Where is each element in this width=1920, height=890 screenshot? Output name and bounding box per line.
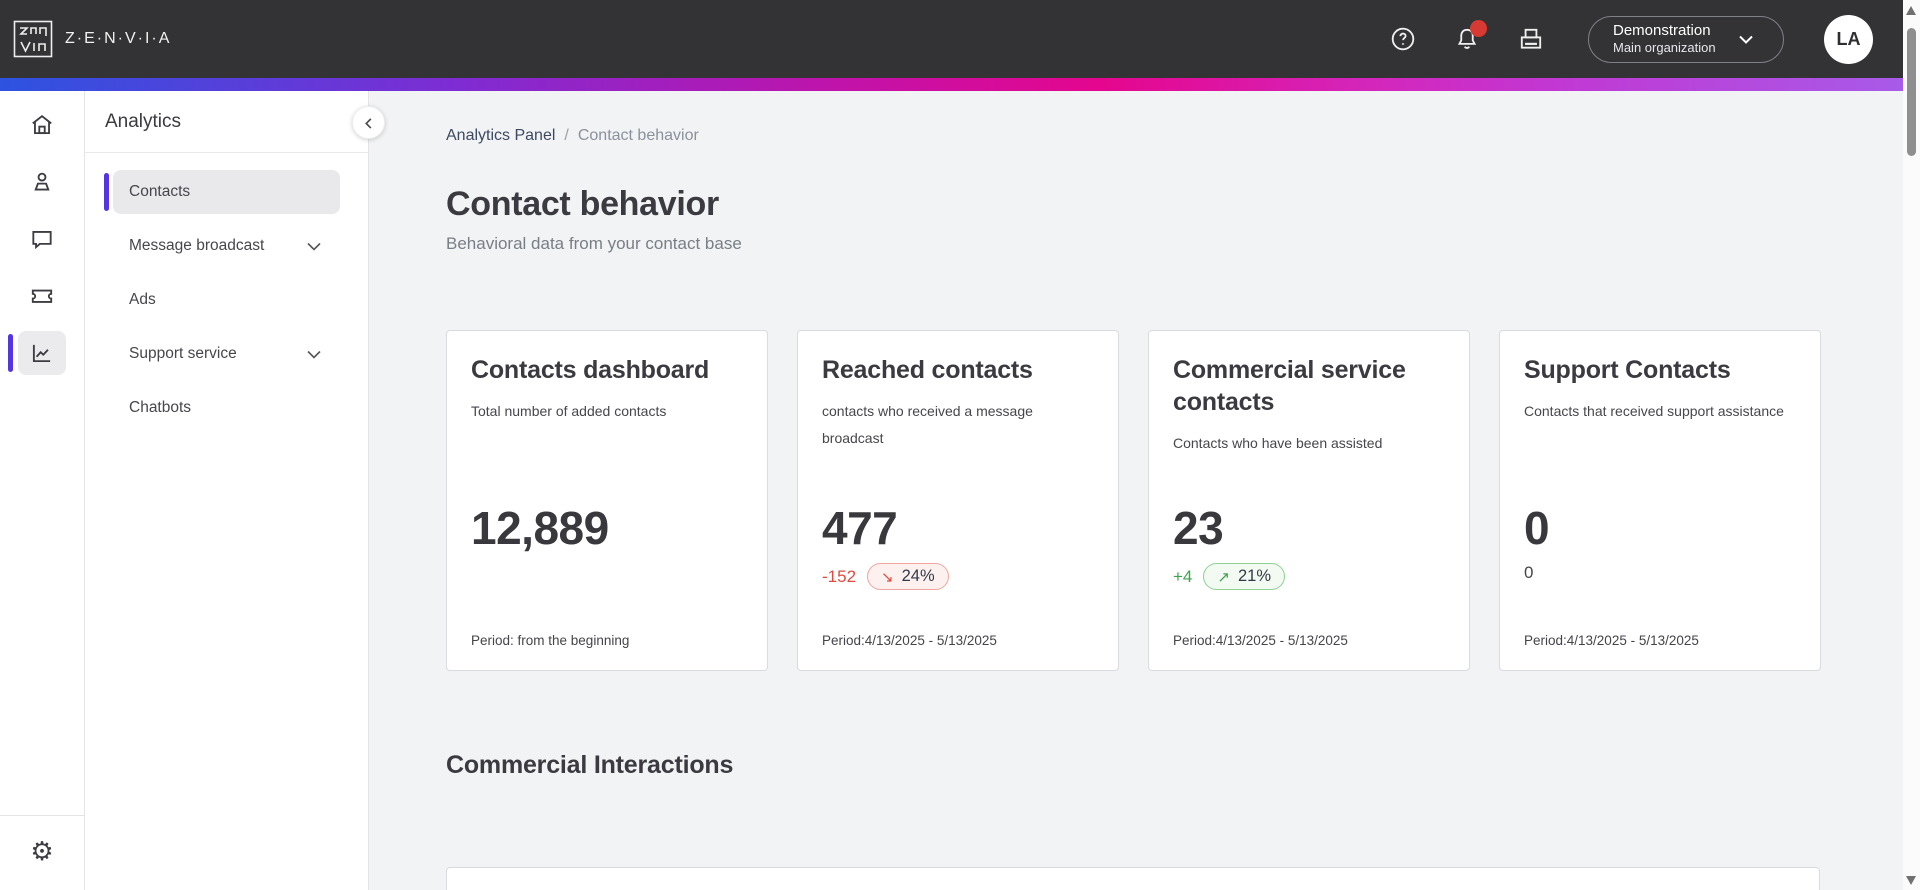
menu-item-label: Contacts [129,183,191,200]
menu-item-label: Message broadcast [129,237,265,254]
chat-bubble-icon [32,231,52,250]
card-period: Period:4/13/2025 - 5/13/2025 [1524,633,1699,648]
trend-up-icon: ↗ [1217,568,1230,586]
delta-row: +4 ↗ 21% [1173,563,1285,590]
card-title: Contacts dashboard [471,356,710,384]
card-reached-contacts: Reached contacts contacts who received a… [797,330,1119,671]
menu-item-message-broadcast[interactable]: Message broadcast [113,224,340,268]
chevron-down-icon [307,242,321,251]
organization-selector[interactable]: Demonstration Main organization [1588,15,1784,63]
settings-gear-icon[interactable]: ⚙ [30,836,54,866]
home-icon [32,114,52,135]
sidebar-item-tickets[interactable] [18,274,66,318]
delta-row: -152 ↘ 24% [822,563,949,590]
trend-percent: 24% [901,567,935,585]
breadcrumb-separator: / [564,127,569,144]
analytics-panel: Analytics Contacts Message broadcast Ads… [85,91,385,890]
scrollbar-thumb[interactable] [1907,28,1916,156]
card-value: 477 [822,502,898,554]
chevron-down-icon [1738,35,1753,44]
sidebar-item-contacts[interactable] [18,160,66,204]
card-contacts-dashboard: Contacts dashboard Total number of added… [446,330,768,671]
card-title: Reached contacts [822,356,1033,384]
menu-item-ads[interactable]: Ads [113,278,340,322]
scrollbar-down-arrow[interactable] [1906,876,1916,885]
panel-menu: Contacts Message broadcast Ads Support s… [85,153,368,430]
line-chart-icon [32,344,51,363]
card-value: 0 [1524,502,1550,554]
panel-collapse-button[interactable] [352,106,385,139]
trend-percent: 21% [1237,567,1271,585]
delta-value: -152 [822,566,857,586]
kpi-cards-row: Contacts dashboard Total number of added… [446,330,1920,671]
breadcrumb-analytics-panel[interactable]: Analytics Panel [446,127,556,144]
card-support-contacts: Support Contacts Contacts that received … [1499,330,1821,671]
commercial-interactions-card [446,867,1820,890]
menu-item-contacts[interactable]: Contacts [104,170,340,214]
organization-name: Demonstration [1613,21,1711,39]
card-value: 23 [1173,502,1224,554]
card-description: contacts who received a message broadcas… [822,402,1033,447]
sidebar-bottom-section: ⚙ [0,815,84,890]
zenvia-logo-icon [13,20,53,58]
delta-value: +4 [1173,566,1193,586]
trend-badge: ↘ 24% [867,563,949,590]
main-content: Analytics Panel / Contact behavior Conta… [369,91,1920,890]
help-icon[interactable] [1390,26,1416,52]
scrollbar-up-arrow[interactable] [1906,6,1916,15]
menu-item-label: Support service [129,345,237,362]
sidebar-item-analytics[interactable] [8,331,66,375]
page-subtitle: Behavioral data from your contact base [446,234,742,253]
card-value: 12,889 [471,502,609,554]
sidebar-item-home[interactable] [18,103,66,147]
delta-row: 0 [1524,563,1533,583]
sidebar-item-conversations[interactable] [18,217,66,261]
panel-title: Analytics [105,110,182,132]
card-period: Period: from the beginning [471,633,630,648]
panel-header: Analytics [85,91,368,153]
person-icon [34,172,50,191]
breadcrumb-current: Contact behavior [577,127,699,144]
chevron-left-icon [364,117,371,129]
breadcrumb: Analytics Panel / Contact behavior [446,127,1920,145]
page-scrollbar[interactable] [1903,0,1920,890]
card-description: Total number of added contacts [471,402,667,419]
card-commercial-service-contacts: Commercial service contacts Contacts who… [1148,330,1470,671]
trend-badge: ↗ 21% [1203,563,1285,590]
menu-item-label: Chatbots [129,399,192,416]
delta-value: 0 [1524,563,1534,582]
brand-gradient-bar [0,78,1903,91]
card-title: Commercial service contacts [1173,356,1406,416]
brand-wordmark: Z·E·N·V·I·A [65,30,172,47]
user-avatar[interactable]: LA [1824,14,1873,64]
menu-item-label: Ads [129,291,156,308]
sidebar-icon-rail: ⚙ [0,91,85,890]
menu-item-chatbots[interactable]: Chatbots [113,386,340,430]
printer-icon[interactable] [1518,26,1544,52]
card-description: Contacts that received support assistanc… [1524,402,1784,419]
card-period: Period:4/13/2025 - 5/13/2025 [1173,633,1348,648]
topbar: Z·E·N·V·I·A Demonstr [0,0,1903,78]
notification-dot [1470,20,1487,37]
section-title-commercial-interactions: Commercial Interactions [446,751,734,779]
card-period: Period:4/13/2025 - 5/13/2025 [822,633,997,648]
organization-subtitle: Main organization [1613,40,1716,56]
card-title: Support Contacts [1524,356,1731,384]
menu-item-support-service[interactable]: Support service [113,332,340,376]
notifications-bell-icon[interactable] [1454,20,1487,52]
page-title: Contact behavior [446,185,719,223]
chevron-down-icon [307,350,321,359]
ticket-icon [31,289,53,303]
trend-down-icon: ↘ [881,568,894,586]
card-description: Contacts who have been assisted [1173,434,1383,451]
